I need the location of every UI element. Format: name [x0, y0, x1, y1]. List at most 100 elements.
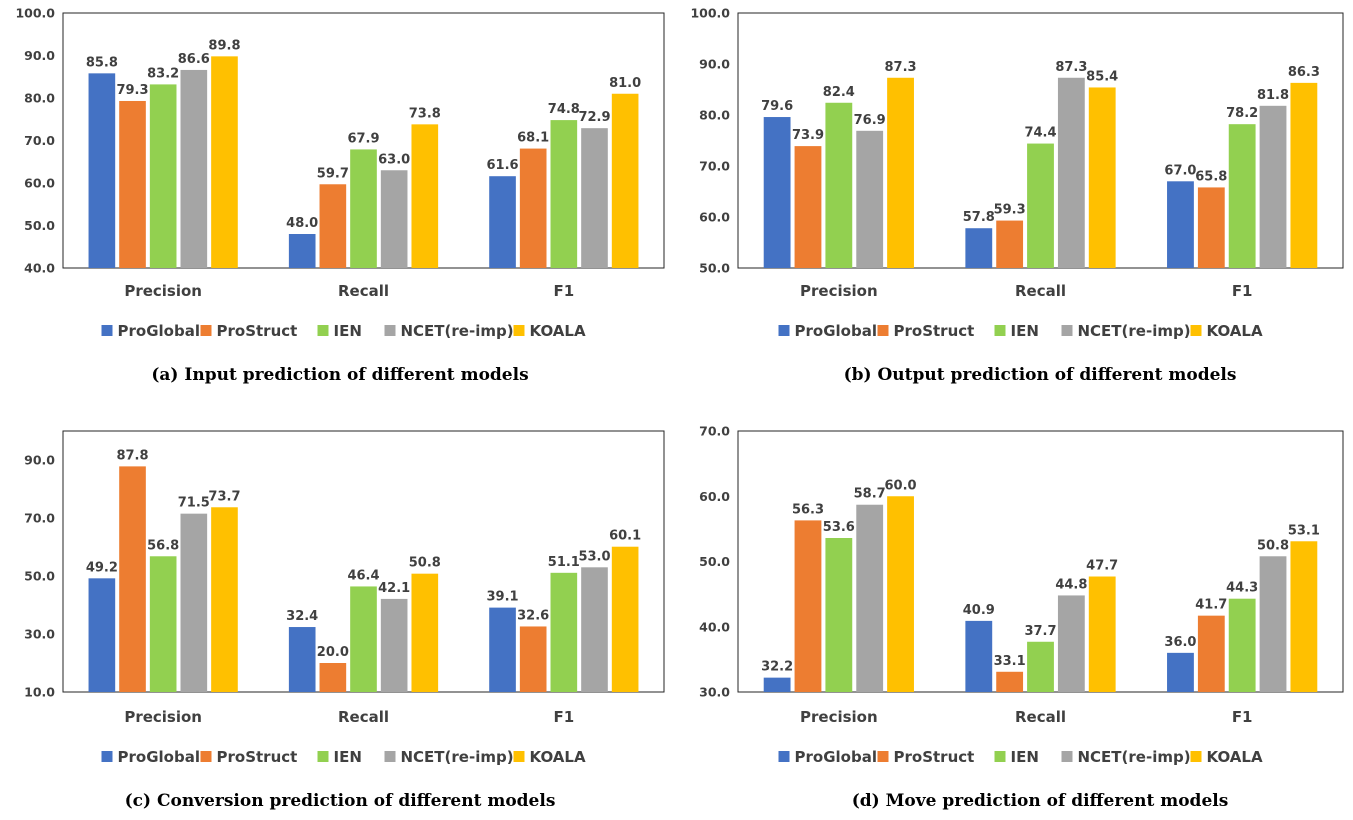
- bar: [149, 84, 177, 269]
- data-label: 39.1: [486, 590, 518, 605]
- y-tick-label: 30.0: [699, 685, 730, 700]
- legend-label: KOALA: [530, 748, 586, 766]
- bar: [887, 77, 914, 269]
- data-label: 74.8: [548, 102, 580, 117]
- legend-label: ProStruct: [217, 322, 298, 340]
- bar: [1027, 641, 1054, 692]
- bar: [1228, 124, 1256, 269]
- x-category-label: Recall: [1015, 708, 1066, 726]
- data-label: 58.7: [854, 487, 886, 502]
- bar: [763, 677, 791, 692]
- data-label: 73.9: [792, 128, 824, 143]
- legend-swatch: [384, 325, 396, 336]
- data-label: 72.9: [578, 110, 610, 125]
- legend-label: ProStruct: [217, 748, 298, 766]
- y-tick-label: 40.0: [24, 261, 55, 276]
- legend-label: KOALA: [1207, 322, 1263, 340]
- bar: [319, 663, 347, 692]
- y-tick-label: 10.0: [24, 685, 55, 700]
- bar: [519, 148, 547, 268]
- x-category-label: Recall: [338, 708, 389, 726]
- bar: [1259, 556, 1287, 692]
- y-tick-label: 80.0: [699, 108, 730, 123]
- y-tick-label: 70.0: [699, 159, 730, 174]
- bar: [350, 149, 377, 268]
- legend-swatch: [994, 325, 1006, 336]
- y-tick-label: 90.0: [24, 453, 55, 468]
- data-label: 57.8: [963, 210, 995, 225]
- legend-swatch: [200, 325, 212, 336]
- legend-label: IEN: [334, 322, 362, 340]
- data-label: 46.4: [347, 568, 379, 583]
- bar: [88, 73, 116, 268]
- data-label: 81.0: [609, 76, 641, 91]
- chart-panel-1: 50.0 60.0 70.0 80.0 90.0 100.0 79.6 73.9 82.4 76.…: [690, 6, 1344, 385]
- data-label: 85.8: [86, 55, 118, 70]
- chart-title: (a) Input prediction of different models: [151, 365, 528, 385]
- bar: [380, 170, 408, 268]
- x-category-label: Recall: [1015, 282, 1066, 300]
- data-label: 89.8: [208, 38, 240, 53]
- data-label: 82.4: [823, 85, 855, 100]
- x-category-label: F1: [1232, 708, 1253, 726]
- data-label: 73.7: [208, 489, 240, 504]
- bar: [825, 102, 853, 268]
- bar: [211, 507, 238, 692]
- y-tick-label: 100.0: [690, 6, 730, 21]
- legend-label: ProGlobal: [118, 322, 200, 340]
- legend-swatch: [1061, 325, 1073, 336]
- data-label: 44.8: [1055, 577, 1087, 592]
- legend-swatch: [1190, 751, 1202, 762]
- chart-title: (c) Conversion prediction of different m…: [125, 791, 556, 811]
- bar: [1228, 598, 1256, 692]
- data-label: 65.8: [1195, 169, 1227, 184]
- chart-panel-2: 10.0 30.0 50.0 70.0 90.0 49.2 87.8 56.8 71.573.7…: [24, 430, 665, 811]
- legend-label: IEN: [334, 748, 362, 766]
- legend-swatch: [101, 325, 113, 336]
- bar: [763, 117, 791, 268]
- y-tick-label: 30.0: [24, 627, 55, 642]
- bar: [965, 620, 993, 692]
- data-label: 32.4: [286, 609, 318, 624]
- y-tick-label: 60.0: [699, 489, 730, 504]
- bar: [581, 128, 608, 268]
- legend-swatch: [317, 325, 329, 336]
- bar: [180, 513, 208, 692]
- data-label: 76.9: [854, 113, 886, 128]
- data-label: 50.8: [1257, 538, 1289, 553]
- data-label: 53.1: [1288, 523, 1320, 538]
- data-label: 51.1: [548, 555, 580, 570]
- bar: [996, 220, 1024, 268]
- legend-swatch: [877, 751, 889, 762]
- y-tick-label: 50.0: [24, 569, 55, 584]
- y-tick-label: 90.0: [699, 57, 730, 72]
- data-label: 47.7: [1086, 559, 1118, 574]
- legend-label: ProGlobal: [795, 748, 877, 766]
- x-category-label: F1: [553, 282, 574, 300]
- data-label: 59.3: [994, 203, 1026, 218]
- bar: [1057, 77, 1085, 269]
- bar: [288, 234, 316, 268]
- bar: [1290, 82, 1318, 269]
- legend-label: NCET(re-imp): [1078, 748, 1191, 766]
- bar: [180, 69, 208, 268]
- y-tick-label: 60.0: [699, 210, 730, 225]
- bar: [1197, 615, 1225, 692]
- data-label: 32.6: [517, 608, 549, 623]
- bar: [1259, 105, 1287, 268]
- legend-label: ProGlobal: [795, 322, 877, 340]
- data-label: 50.8: [409, 556, 441, 571]
- legend-swatch: [317, 751, 329, 762]
- legend-swatch: [994, 751, 1006, 762]
- data-label: 86.6: [178, 52, 210, 67]
- x-category-label: Precision: [800, 282, 878, 300]
- data-label: 83.2: [147, 66, 179, 81]
- bar: [1057, 595, 1085, 692]
- bar: [319, 184, 347, 268]
- bar: [825, 538, 853, 692]
- y-tick-label: 80.0: [24, 91, 55, 106]
- y-tick-label: 70.0: [24, 511, 55, 526]
- y-tick-label: 100.0: [15, 6, 55, 21]
- data-label: 42.1: [378, 581, 410, 596]
- data-label: 63.0: [378, 152, 410, 167]
